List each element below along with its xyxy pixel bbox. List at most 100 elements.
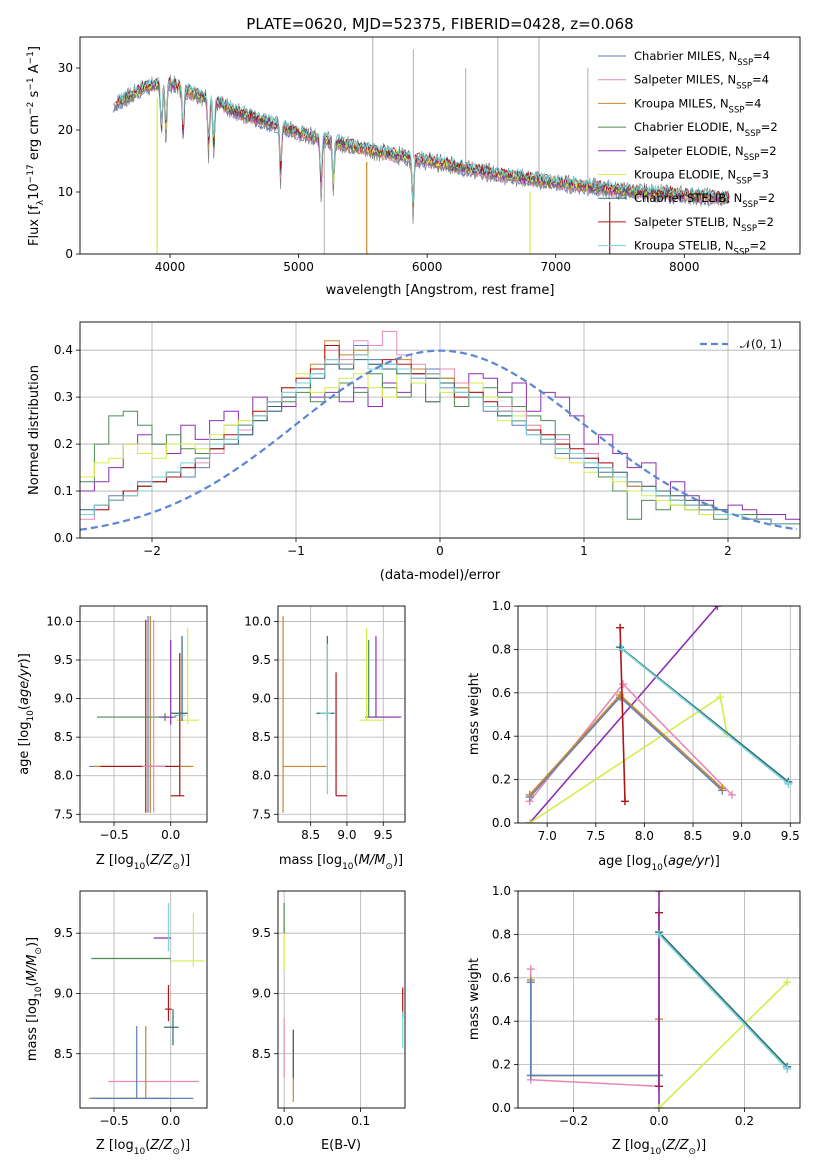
residuals-ytick-label: 0.2 bbox=[54, 437, 73, 451]
spectrum-ytick-label: 30 bbox=[58, 61, 73, 75]
weight-line bbox=[529, 682, 733, 802]
age-weight-xlabel-part: age/yr bbox=[668, 854, 711, 869]
residuals-ytick-label: 0.3 bbox=[54, 390, 73, 404]
z-mass-xtick-label: 0.0 bbox=[161, 1114, 180, 1128]
legend-label-text: Kroupa MILES, N bbox=[634, 96, 729, 110]
spectrum-xtick-label: 8000 bbox=[669, 260, 700, 274]
mass-age-ytick-label: 9.5 bbox=[252, 653, 271, 667]
z-mass-ytick-label: 9.0 bbox=[54, 986, 73, 1000]
z-mass-ylabel-part: 10 bbox=[34, 986, 44, 998]
plus-marker bbox=[727, 790, 736, 799]
legend-label-sub: SSP bbox=[736, 82, 752, 92]
spectrum-xtick-label: 6000 bbox=[412, 260, 443, 274]
age-weight-xlabel: age [log10(age/yr)] bbox=[598, 854, 720, 873]
residuals-xlabel: (data-model)/error bbox=[380, 568, 501, 583]
legend-label-sub: SSP bbox=[737, 58, 753, 68]
mass-age-plot bbox=[282, 616, 402, 813]
plus-marker bbox=[616, 623, 625, 632]
z-mass-xlabel: Z [log10(Z/Z⊙)] bbox=[96, 1138, 190, 1157]
spectrum-ytick-label: 0 bbox=[65, 247, 73, 261]
spectrum-ylabel-part: −17 bbox=[26, 164, 36, 183]
errorbar-point bbox=[320, 643, 331, 795]
legend-label-text: Kroupa STELIB, N bbox=[634, 239, 734, 253]
z-age-ytick-label: 9.5 bbox=[54, 653, 73, 667]
weight-line bbox=[658, 931, 788, 1068]
legend-label-val: =4 bbox=[752, 73, 769, 87]
z-mass-xlabel-part: Z [log bbox=[96, 1138, 134, 1153]
plus-marker bbox=[718, 784, 727, 793]
weight-line bbox=[529, 982, 659, 1077]
legend-label: Kroupa MILES, NSSP=4 bbox=[634, 96, 761, 115]
z-mass-plot bbox=[89, 903, 205, 1099]
residuals-ytick-label: 0.1 bbox=[54, 484, 73, 498]
errorbar-point bbox=[316, 636, 335, 721]
legend-label: Salpeter STELIB, NSSP=2 bbox=[634, 215, 774, 234]
weight-line bbox=[529, 606, 718, 823]
residuals-xtick-label: 1 bbox=[580, 544, 588, 558]
spectrum-ylabel-part: Flux [f bbox=[27, 205, 42, 246]
ebv-mass-xlabel: E(B-V) bbox=[321, 1138, 361, 1153]
z-mass-xtick-label: −0.5 bbox=[99, 1114, 128, 1128]
z-age-xlabel-part: )] bbox=[180, 853, 190, 868]
ebv-mass-ytick-label: 8.5 bbox=[252, 1047, 271, 1061]
axes-frame bbox=[79, 890, 208, 1109]
legend-label-val: =2 bbox=[760, 144, 777, 158]
plus-marker bbox=[783, 1064, 792, 1073]
spectrum-ylabel-part: A bbox=[27, 64, 42, 77]
age-weight-ytick-label: 0.8 bbox=[492, 642, 511, 656]
mass-age-xlabel-part: M/M bbox=[359, 853, 386, 868]
z-age-ylabel: age [log10(age/yr)] bbox=[17, 653, 36, 775]
ebv-mass-plot bbox=[283, 903, 404, 1102]
errorbar-point bbox=[368, 636, 402, 718]
errorbar-point bbox=[165, 985, 172, 1022]
residuals-ytick-label: 0.0 bbox=[54, 531, 73, 545]
spectrum-xtick-label: 7000 bbox=[540, 260, 571, 274]
legend-label: Salpeter MILES, NSSP=4 bbox=[634, 73, 769, 92]
legend-label: Kroupa ELODIE, NSSP=3 bbox=[634, 168, 769, 187]
plus-marker bbox=[526, 978, 535, 987]
age-weight-ytick-label: 0.6 bbox=[492, 686, 511, 700]
z-age-ytick-label: 8.5 bbox=[54, 730, 73, 744]
z-age-xtick-label: −0.5 bbox=[99, 828, 128, 842]
legend-label-val: =3 bbox=[752, 168, 769, 182]
age-weight-plot bbox=[525, 606, 793, 823]
legend-label-text: Chabrier STELIB, N bbox=[634, 191, 742, 205]
mass-age-xtick-label: 8.5 bbox=[301, 828, 320, 842]
residuals-ytick-label: 0.4 bbox=[54, 343, 73, 357]
age-weight-ytick-label: 0.4 bbox=[492, 729, 511, 743]
errorbar-point bbox=[142, 619, 166, 813]
z-mass-xlabel-part: 10 bbox=[134, 1147, 146, 1157]
mass-age-xlabel-part: ( bbox=[354, 853, 359, 868]
legend-label-sub: SSP bbox=[729, 105, 745, 115]
spectrum-ylabel-part: ] bbox=[27, 46, 42, 51]
spectrum-ytick-label: 20 bbox=[58, 123, 73, 137]
age-weight-xtick-label: 7.0 bbox=[538, 829, 557, 843]
z-age-ylabel-part: )] bbox=[17, 653, 32, 663]
legend-label-sub: SSP bbox=[736, 177, 752, 187]
mass-age-xlabel-part: )] bbox=[393, 853, 403, 868]
legend-label-val: =2 bbox=[757, 215, 774, 229]
spectrum-xtick-label: 5000 bbox=[283, 260, 314, 274]
z-age-xlabel-part: Z/Z bbox=[149, 853, 173, 868]
age-weight-xlabel-part: )] bbox=[710, 854, 720, 869]
residuals-xtick-label: −1 bbox=[287, 544, 305, 558]
spectrum-ytick-label: 10 bbox=[58, 185, 73, 199]
z-weight-ytick-label: 0.6 bbox=[492, 971, 511, 985]
z-weight-xlabel: Z [log10(Z/Z⊙)] bbox=[612, 1138, 706, 1157]
age-weight-ytick-label: 0.0 bbox=[492, 816, 511, 830]
z-age-ytick-label: 8.0 bbox=[54, 769, 73, 783]
legend-label-text: Chabrier ELODIE, N bbox=[634, 120, 745, 134]
histogram-step-line bbox=[80, 373, 800, 525]
z-mass-ylabel-part: ⊙ bbox=[34, 947, 44, 955]
weight-line bbox=[619, 627, 626, 802]
spectrum-xtick-label: 4000 bbox=[155, 260, 186, 274]
errorbar-point bbox=[93, 616, 194, 813]
legend-label-val: =4 bbox=[753, 49, 770, 63]
spectrum-ylabel-part: −1 bbox=[26, 51, 36, 64]
z-weight-ytick-label: 0.0 bbox=[492, 1101, 511, 1115]
spectrum-ylabel-part: 10 bbox=[27, 183, 42, 200]
axes-frame bbox=[277, 605, 406, 823]
z-mass-ylabel-part: M/M bbox=[25, 955, 40, 982]
mass-age-xlabel: mass [log10(M/M⊙)] bbox=[279, 853, 403, 872]
age-weight-xtick-label: 9.5 bbox=[781, 829, 800, 843]
